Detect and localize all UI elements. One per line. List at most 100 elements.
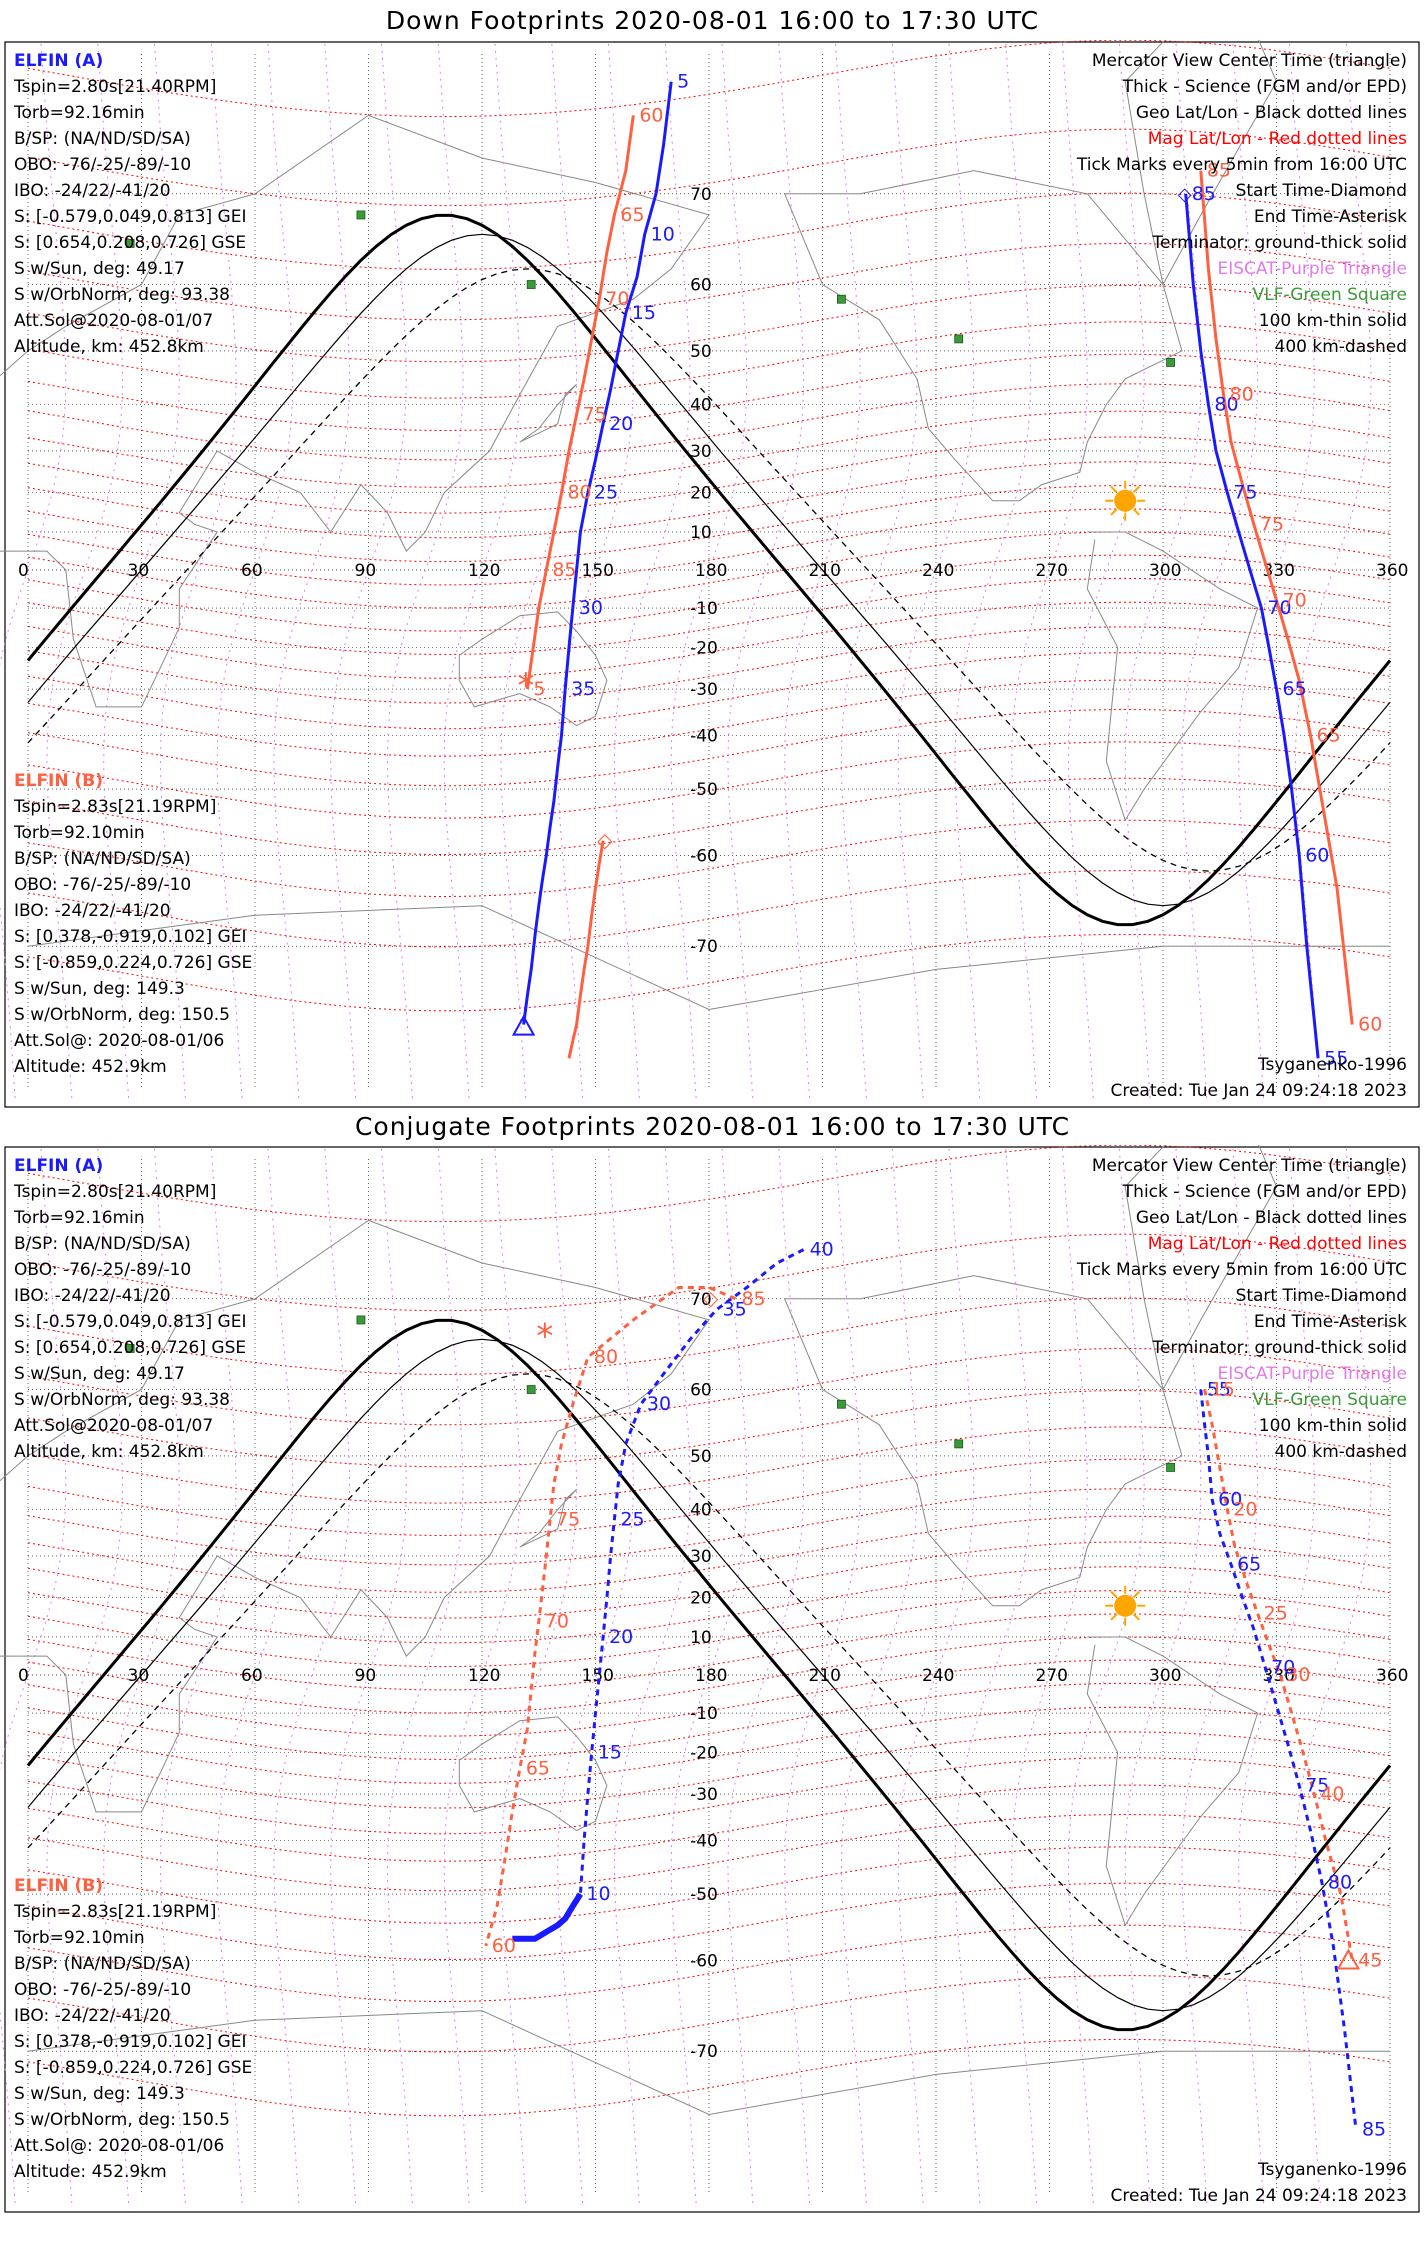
- elfin-b-tick-label: 60: [1358, 1014, 1382, 1036]
- elfin-a-tick-label: 55: [1207, 1379, 1231, 1401]
- terminator-ground: [26, 213, 1392, 927]
- elfin-a-info-line: IBO: -24/22/-41/20: [14, 181, 171, 201]
- vlf-station-square: [526, 1385, 536, 1394]
- elfin-a-tick-label: 30: [579, 597, 603, 619]
- mag-latitude-line: [27, 1846, 1391, 1924]
- terminator-100km: [27, 1338, 1391, 2012]
- mag-meridian: [216, 41, 294, 1099]
- elfin-a-tick-label: 80: [1328, 1872, 1352, 1894]
- mag-latitude-line: [27, 1784, 1391, 1862]
- mag-meridian: [159, 41, 237, 1099]
- coastlines: [0, 1145, 1390, 2116]
- y-tick-label: 40: [690, 1501, 712, 1521]
- legend-entry: Terminator: ground-thick solid: [1151, 233, 1407, 253]
- y-tick-label: -70: [690, 2042, 718, 2062]
- continent-outline: [1124, 1145, 1278, 1390]
- terminator-400km: [27, 1373, 1391, 1977]
- elfin-b-tick-label: 15: [1211, 1379, 1235, 1401]
- mag-meridian: [840, 1146, 918, 2204]
- mag-meridian: [1294, 41, 1372, 1099]
- elfin-b-tick-label: 60: [639, 104, 663, 126]
- mag-meridian: [216, 1146, 294, 2204]
- elfin-a-tick-label: 10: [651, 223, 675, 245]
- elfin-a-tick-label: 55: [1324, 1047, 1348, 1069]
- elfin-track: [512, 1892, 583, 1942]
- y-tick-label: 70: [690, 1290, 712, 1310]
- x-tick-label: 0: [18, 1666, 29, 1686]
- legend-entry: 400 km-dashed: [1275, 1442, 1407, 1462]
- elfin-a-tick-label: 40: [810, 1239, 834, 1261]
- elfin-a-info-line: S w/Sun, deg: 49.17: [14, 1364, 185, 1384]
- mag-latitude-line: [27, 652, 1391, 730]
- vlf-station-square: [837, 1399, 846, 1409]
- y-tick-label: -70: [690, 937, 718, 957]
- mag-latitude-line: [27, 1347, 1391, 1426]
- elfin-a-info-line: OBO: -76/-25/-89/-10: [14, 155, 191, 175]
- x-tick-label: 210: [809, 1666, 841, 1686]
- created-timestamp: Created: Tue Jan 24 09:24:18 2023: [1110, 1081, 1407, 1101]
- x-tick-label: 210: [809, 561, 841, 581]
- mag-meridian: [443, 1146, 521, 2204]
- elfin-b-info-line: S: [-0.859,0.224,0.726] GSE: [14, 2058, 252, 2078]
- continent-outline: [519, 1488, 577, 1548]
- elfin-a-tick-label: 75: [1233, 482, 1257, 504]
- elfin-b-info-line: S w/OrbNorm, deg: 150.5: [14, 2110, 230, 2130]
- mag-latitude-line: [27, 1636, 1391, 1714]
- mag-latitude-line: [27, 1541, 1391, 1619]
- elfin-b-tick-label: 40: [1320, 1783, 1344, 1805]
- elfin-a-name: ELFIN (A): [14, 1156, 103, 1176]
- y-tick-label: -20: [690, 1743, 718, 1763]
- mag-meridian: [1011, 1146, 1088, 2204]
- elfin-a-tick-label: 80: [1214, 394, 1238, 416]
- y-tick-label: -30: [690, 1785, 718, 1805]
- y-tick-label: 50: [690, 342, 712, 362]
- y-tick-label: 50: [690, 1447, 712, 1467]
- elfin-b-info-line: S w/Sun, deg: 149.3: [14, 2084, 185, 2104]
- elfin-b-name: ELFIN (B): [14, 1876, 103, 1896]
- mag-meridian: [330, 1146, 407, 2204]
- mag-meridian: [0, 1146, 67, 2204]
- legend-entry: Start Time-Diamond: [1236, 181, 1407, 201]
- elfin-b-tick-label: 5: [533, 678, 545, 700]
- sun-ray: [1110, 1613, 1118, 1621]
- mag-meridian: [557, 1146, 634, 2204]
- elfin-a-tick-label: 10: [586, 1883, 610, 1905]
- elfin-b-tick-label: 25: [1264, 1603, 1288, 1625]
- elfin-a-info-line: B/SP: (NA/ND/SD/SA): [14, 129, 191, 149]
- y-tick-label: -60: [690, 846, 718, 866]
- y-tick-label: 70: [690, 185, 712, 205]
- mag-latitude-line: [27, 1924, 1391, 2003]
- elfin-a-info-line: B/SP: (NA/ND/SD/SA): [14, 1234, 191, 1254]
- elfin-a-info-line: Att.Sol@2020-08-01/07: [14, 1416, 213, 1436]
- vlf-station-square: [125, 1344, 135, 1353]
- mag-grid: [27, 1145, 1391, 2117]
- mag-latitude-line: [27, 601, 1391, 679]
- mag-meridian: [46, 41, 124, 1099]
- x-tick-label: 60: [241, 561, 263, 581]
- legend-entry: 100 km-thin solid: [1259, 1416, 1407, 1436]
- x-tick-label: 150: [582, 1666, 614, 1686]
- elfin-track: [484, 1286, 737, 1947]
- elfin-track: [525, 115, 635, 690]
- mag-latitude-line: [27, 2038, 1391, 2117]
- elfin-track: [563, 81, 673, 690]
- elfin-b-info-line: Tspin=2.83s[21.19RPM]: [13, 1902, 216, 1922]
- elfin-b-tick-label: 80: [594, 1346, 618, 1368]
- legend-entry: Thick - Science (FGM and/or EPD): [1122, 1182, 1407, 1202]
- elfin-b-tick-label: 30: [1286, 1664, 1310, 1686]
- elfin-b-tick-label: 60: [492, 1935, 516, 1957]
- mag-latitude-line: [27, 577, 1391, 655]
- mag-latitude-line: [27, 1297, 1391, 1375]
- elfin-b-tick-label: 45: [1358, 1949, 1382, 1971]
- y-tick-label: -10: [690, 599, 718, 619]
- vlf-station-square: [526, 280, 536, 289]
- elfin-b-info-line: S: [-0.859,0.224,0.726] GSE: [14, 953, 252, 973]
- x-tick-label: 240: [922, 1666, 954, 1686]
- mag-latitude-line: [27, 708, 1391, 787]
- legend-entry: End Time-Asterisk: [1254, 1312, 1407, 1332]
- elfin-b-tick-label: 65: [526, 1758, 550, 1780]
- panel-title-conjugate: Conjugate Footprints 2020-08-01 16:00 to…: [354, 1112, 1071, 1141]
- model-name: Tsyganenko-1996: [1257, 2160, 1407, 2180]
- mag-latitude-line: [27, 1682, 1391, 1760]
- elfin-a-tick-label: 15: [632, 302, 656, 324]
